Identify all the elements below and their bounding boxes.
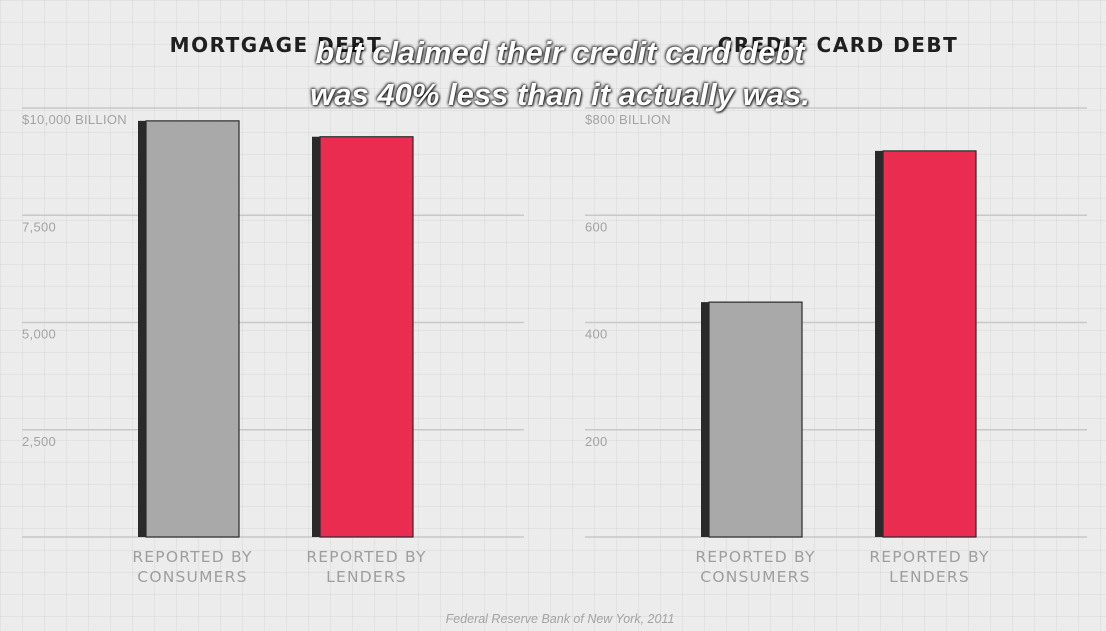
mortgage-y-tick-label: $10,000 BILLION [22, 112, 127, 127]
mortgage-lenders-bar [319, 136, 414, 538]
credit-card-lenders-category-label: REPORTED BY [869, 548, 989, 566]
credit-card-y-tick-label: 200 [585, 434, 608, 449]
mortgage-consumers-category-label: CONSUMERS [137, 568, 247, 586]
source-note: Federal Reserve Bank of New York, 2011 [446, 612, 675, 626]
mortgage-consumers-bar [145, 120, 240, 538]
credit-card-y-tick-label: $800 BILLION [585, 112, 671, 127]
credit-card-lenders-bar-shadow [875, 150, 883, 537]
credit-card-y-tick-label: 600 [585, 219, 608, 234]
mortgage-consumers-category-label: REPORTED BY [132, 548, 252, 566]
credit-card-y-tick-label: 400 [585, 327, 608, 342]
credit-card-consumers-bar [708, 301, 803, 538]
caption-line-1: but claimed their credit card debt [315, 35, 805, 70]
mortgage-lenders-category-label: REPORTED BY [306, 548, 426, 566]
credit-card-consumers-bar-shadow [701, 302, 709, 537]
credit-card-consumers-category-label: CONSUMERS [700, 568, 810, 586]
caption-line-2: was 40% less than it actually was. [310, 77, 810, 112]
credit-card-debt-title: CREDIT CARD DEBT [718, 33, 959, 57]
mortgage-lenders-category-label: LENDERS [326, 568, 407, 586]
credit-card-lenders-category-label: LENDERS [889, 568, 970, 586]
mortgage-debt-title: MORTGAGE DEBT [170, 33, 383, 57]
mortgage-lenders-bar-shadow [312, 136, 320, 538]
mortgage-y-tick-label: 2,500 [22, 434, 56, 449]
credit-card-lenders-bar [882, 150, 977, 538]
credit-card-consumers-category-label: REPORTED BY [695, 548, 815, 566]
mortgage-debt-panel: $10,000 BILLION 7,500 5,000 2,500 REPORTED B… [22, 33, 524, 586]
video-caption: but claimed their credit card debt was 4… [0, 32, 1106, 116]
credit-card-debt-panel: $800 BILLION 600 400 200 REPORTED BY CONSUMER… [585, 33, 1087, 586]
mortgage-y-tick-label: 5,000 [22, 327, 56, 342]
mortgage-consumers-bar-shadow [138, 120, 146, 538]
mortgage-y-tick-label: 7,500 [22, 219, 56, 234]
